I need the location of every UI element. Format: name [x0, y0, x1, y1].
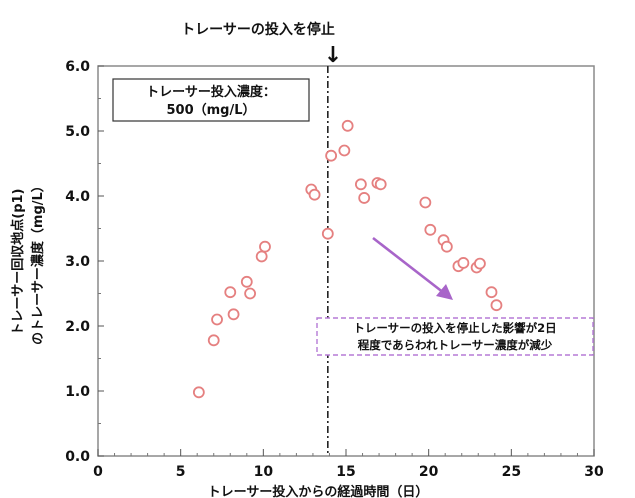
data-point — [474, 257, 486, 270]
x-tick-label: 0 — [93, 464, 103, 480]
legend-box-line1: トレーサー投入濃度： — [146, 84, 276, 100]
annotation-box: トレーサーの投入を停止した影響が2日 程度であらわれトレーサー濃度が減少 — [316, 317, 594, 356]
annotation-arrow — [372, 236, 453, 300]
annotation-arrow-head — [436, 284, 453, 300]
data-point — [490, 299, 503, 312]
data-point — [341, 119, 354, 132]
y-axis-label-line1: トレーサー回収地点(p1) — [10, 189, 26, 336]
data-point — [374, 178, 387, 191]
x-tick-label: 25 — [502, 464, 521, 480]
x-tick-label: 10 — [254, 464, 274, 480]
y-tick-label: 1.0 — [65, 384, 90, 400]
data-point — [244, 287, 257, 300]
data-point — [192, 386, 205, 399]
annotation-line1: トレーサーの投入を停止した影響が2日 — [353, 321, 556, 335]
x-tick-label: 20 — [419, 464, 439, 480]
y-tick-label: 5.0 — [65, 124, 90, 140]
x-tick-label: 5 — [176, 464, 186, 480]
data-point — [419, 196, 432, 209]
data-point — [354, 178, 367, 191]
data-point — [424, 223, 437, 236]
legend-box-line2: 500（mg/L） — [166, 102, 255, 118]
data-point — [457, 257, 470, 269]
y-axis-label-line2: のトレーサー濃度（mg/L） — [30, 179, 46, 345]
annotation-box-frame — [316, 317, 594, 356]
x-tick-label: 30 — [584, 464, 604, 480]
y-tick-group: 0.0 1.0 2.0 3.0 4.0 5.0 6.0 — [65, 59, 104, 465]
y-tick-label: 2.0 — [65, 319, 90, 335]
stop-marker-arrow: ↓ — [324, 43, 342, 68]
data-point — [308, 188, 321, 201]
data-point — [338, 144, 351, 157]
data-point — [211, 313, 223, 326]
annotation-line2: 程度であらわれトレーサー濃度が減少 — [358, 338, 553, 352]
data-point — [207, 334, 220, 347]
y-tick-label: 3.0 — [65, 254, 90, 270]
data-point — [224, 286, 237, 299]
y-tick-label: 4.0 — [65, 189, 90, 205]
data-point — [227, 308, 240, 321]
x-axis-label: トレーサー投入からの経過時間（日） — [208, 484, 429, 498]
data-point — [321, 227, 334, 240]
annotation-arrow-shaft — [372, 236, 445, 295]
data-point — [325, 149, 338, 162]
legend-box-frame — [112, 78, 310, 122]
data-point — [358, 192, 371, 204]
y-tick-label: 0.0 — [65, 449, 90, 465]
data-point — [440, 240, 453, 253]
stop-marker-label: トレーサーの投入を停止 — [181, 21, 335, 38]
legend-box: トレーサー投入濃度： 500（mg/L） — [112, 78, 310, 122]
x-tick-group: 0 5 10 15 20 25 30 — [93, 449, 604, 480]
y-tick-label: 6.0 — [65, 59, 90, 75]
data-point — [259, 240, 271, 253]
data-points-group — [192, 119, 503, 399]
data-point — [255, 250, 268, 263]
x-tick-label: 15 — [336, 464, 355, 480]
data-point — [485, 286, 498, 299]
data-point — [240, 275, 253, 288]
